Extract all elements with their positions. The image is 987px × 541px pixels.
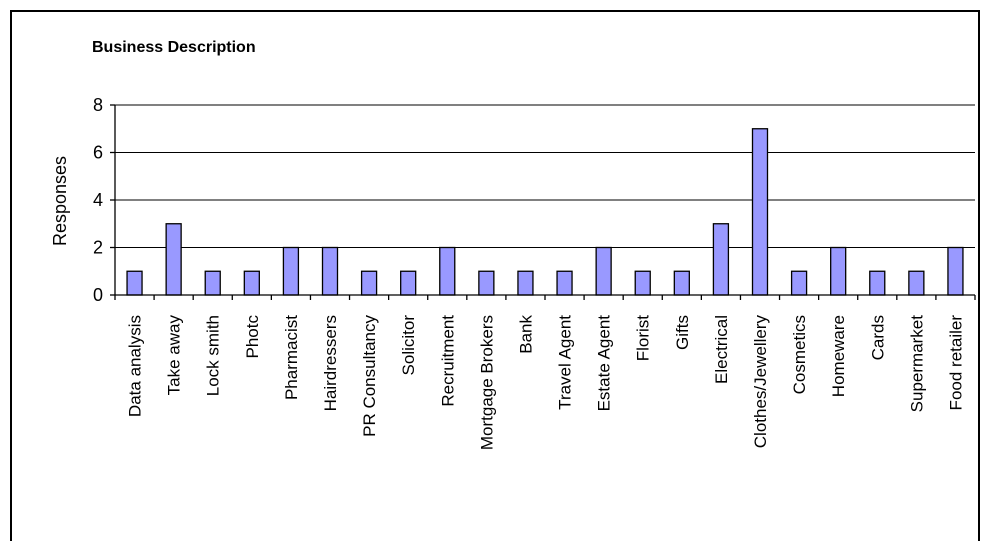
x-tick-label: Pharmacist xyxy=(282,315,301,400)
x-tick-label: Solicitor xyxy=(399,315,418,376)
bar xyxy=(830,246,847,296)
x-tick-label: Electrical xyxy=(712,315,731,384)
bars xyxy=(126,128,964,296)
bar xyxy=(204,270,221,296)
bar xyxy=(712,223,730,296)
bar xyxy=(360,270,378,296)
bar xyxy=(908,270,925,296)
x-tick-label: Bank xyxy=(516,315,535,354)
y-axis-label: Responses xyxy=(50,156,70,246)
bar xyxy=(790,270,808,296)
x-tick-label: Florist xyxy=(634,315,653,362)
bar xyxy=(595,246,612,296)
bar xyxy=(947,246,964,296)
x-tick-label: Supermarket xyxy=(907,315,926,413)
bar xyxy=(634,270,651,296)
bar xyxy=(673,270,690,296)
x-tick-label: Lock smith xyxy=(204,315,223,396)
bar xyxy=(243,270,260,296)
bar xyxy=(751,128,769,296)
y-tick-label: 6 xyxy=(93,143,103,163)
x-tick-label: Data analysis xyxy=(126,315,145,417)
y-tick-label: 8 xyxy=(93,95,103,115)
bar xyxy=(282,246,300,296)
x-tick-label: PR Consultancy xyxy=(360,315,379,437)
bar xyxy=(321,246,339,296)
bar xyxy=(869,270,886,296)
bar xyxy=(556,270,573,296)
x-tick-label: Clothes/Jewellery xyxy=(751,315,770,449)
x-tick-label: Hairdressers xyxy=(321,315,340,411)
x-tick-label: Recruitment xyxy=(438,315,457,407)
chart-title: Business Description xyxy=(92,39,256,56)
y-tick-label: 4 xyxy=(93,190,103,210)
bar xyxy=(400,270,417,296)
axes xyxy=(110,104,976,300)
x-tick-label: Homeware xyxy=(829,315,848,397)
x-tick-label: Travel Agent xyxy=(556,315,575,410)
x-tick-label: Cosmetics xyxy=(790,315,809,394)
bar xyxy=(126,270,143,296)
x-tick-labels: Data analysis Take away Lock smith Photc Pha… xyxy=(126,315,966,451)
y-tick-label: 2 xyxy=(93,238,103,258)
x-tick-label: Photc xyxy=(243,315,262,359)
bar xyxy=(478,270,495,296)
bar xyxy=(165,223,182,296)
bar xyxy=(517,270,534,296)
x-tick-label: Cards xyxy=(868,315,887,360)
bar xyxy=(439,246,456,296)
y-tick-label: 0 xyxy=(93,285,103,305)
x-tick-label: Estate Agent xyxy=(595,315,614,412)
x-tick-label: Gifts xyxy=(673,315,692,350)
y-tick-labels: 0 2 4 6 8 xyxy=(93,95,103,305)
x-tick-label: Mortgage Brokers xyxy=(477,315,496,450)
x-tick-label: Take away xyxy=(165,315,184,396)
x-tick-label: Food retailer xyxy=(946,315,965,411)
gridlines xyxy=(115,104,975,248)
